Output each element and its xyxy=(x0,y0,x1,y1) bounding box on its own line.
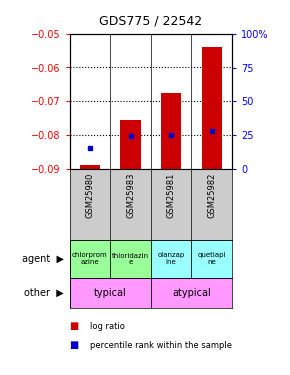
Text: GSM25981: GSM25981 xyxy=(166,172,176,217)
Bar xyxy=(110,240,151,278)
Text: ■: ■ xyxy=(70,321,79,331)
Bar xyxy=(120,120,141,169)
Text: GSM25982: GSM25982 xyxy=(207,172,216,217)
Text: quetiapi
ne: quetiapi ne xyxy=(197,252,226,265)
Bar xyxy=(161,93,181,169)
Bar xyxy=(191,240,232,278)
Text: agent  ▶: agent ▶ xyxy=(22,254,64,264)
Bar xyxy=(202,47,222,169)
Bar xyxy=(70,278,151,308)
Bar xyxy=(151,278,232,308)
Text: GDS775 / 22542: GDS775 / 22542 xyxy=(99,15,202,28)
Text: olanzap
ine: olanzap ine xyxy=(157,252,185,265)
Text: percentile rank within the sample: percentile rank within the sample xyxy=(90,340,232,350)
Bar xyxy=(80,165,100,169)
Text: atypical: atypical xyxy=(172,288,211,297)
Text: GSM25980: GSM25980 xyxy=(85,172,95,217)
Bar xyxy=(70,240,110,278)
Text: other  ▶: other ▶ xyxy=(24,288,64,297)
Text: thioridazin
e: thioridazin e xyxy=(112,252,149,265)
Text: GSM25983: GSM25983 xyxy=(126,172,135,218)
Text: chlorprom
azine: chlorprom azine xyxy=(72,252,108,265)
Text: typical: typical xyxy=(94,288,126,297)
Bar xyxy=(151,240,191,278)
Text: log ratio: log ratio xyxy=(90,322,125,331)
Text: ■: ■ xyxy=(70,340,79,350)
